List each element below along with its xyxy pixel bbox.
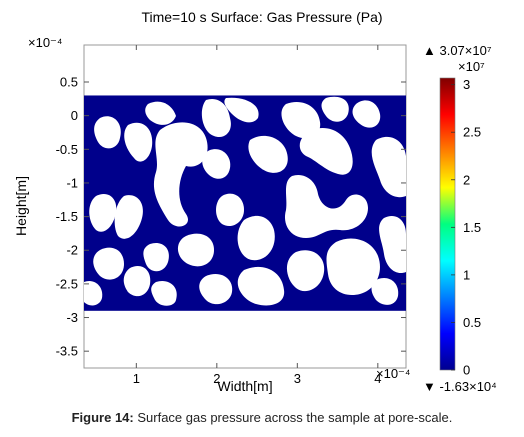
caption-label: Figure 14:	[71, 410, 134, 425]
pore	[321, 96, 349, 122]
pore	[299, 128, 353, 175]
pore	[352, 100, 381, 128]
pore	[143, 242, 169, 272]
x-tick-label: 3	[294, 371, 301, 386]
pore	[145, 101, 176, 125]
colorbar-ticks: 0 0.5 1 1.5 2 2.5 3	[451, 77, 481, 378]
pore	[114, 195, 143, 239]
y-tick-label: 0	[71, 108, 78, 123]
pore	[84, 280, 103, 306]
pore	[371, 136, 406, 198]
x-axis-exponent: ×10⁻⁴	[376, 366, 411, 381]
pore	[284, 174, 368, 238]
colorbar-max-label: ▲ 3.07×10⁷	[423, 43, 492, 58]
colorbar-tick-label: 0.5	[463, 315, 481, 330]
colorbar-tick-label: 1	[463, 267, 470, 282]
pore	[371, 277, 399, 305]
pore	[202, 149, 231, 179]
y-tick-label: -3.5	[56, 344, 78, 359]
pore	[153, 122, 208, 227]
x-axis-ticks: 1 2 3 4	[133, 45, 381, 386]
pore	[123, 265, 151, 297]
pore	[177, 233, 214, 267]
y-tick-label: -1	[66, 175, 78, 190]
pore	[286, 250, 325, 292]
y-axis-label: Height[m]	[13, 176, 29, 236]
pore	[224, 97, 259, 123]
y-tick-label: -0.5	[56, 142, 78, 157]
pore	[216, 193, 244, 227]
colorbar	[439, 77, 456, 371]
pore	[281, 102, 321, 139]
caption-text: Surface gas pressure across the sample a…	[133, 410, 453, 425]
x-tick-label: 1	[133, 371, 140, 386]
colorbar-tick-label: 1.5	[463, 220, 481, 235]
pore	[94, 116, 121, 149]
pore	[93, 247, 124, 280]
y-tick-label: -2.5	[56, 276, 78, 291]
colorbar-tick-label: 0	[463, 363, 470, 378]
pore	[124, 122, 153, 162]
y-axis-exponent: ×10⁻⁴	[28, 35, 63, 50]
colorbar-min-label: ▼ -1.63×10⁴	[423, 379, 497, 394]
colorbar-multiplier: ×10⁷	[458, 59, 485, 74]
pore	[201, 98, 231, 138]
pore-space	[84, 96, 406, 306]
y-tick-label: -3	[66, 310, 78, 325]
x-tick-label: 4	[374, 371, 381, 386]
pore	[89, 193, 117, 232]
x-tick-label: 2	[213, 371, 220, 386]
porous-domain	[84, 95, 406, 311]
chart-title: Time=10 s Surface: Gas Pressure (Pa)	[141, 9, 382, 25]
y-axis-ticks: 0.5 0 -0.5 -1 -1.5 -2 -2.5 -3 -3.5	[56, 75, 406, 359]
pore	[379, 215, 406, 274]
figure-caption: Figure 14: Surface gas pressure across t…	[0, 410, 524, 425]
pore	[199, 273, 233, 305]
pore	[248, 135, 288, 173]
colorbar-tick-label: 2.5	[463, 125, 481, 140]
pore	[326, 238, 380, 296]
pore	[237, 266, 285, 306]
colorbar-tick-label: 3	[463, 77, 470, 92]
y-tick-label: -2	[66, 243, 78, 258]
x-axis-label: Width[m]	[217, 378, 272, 394]
y-tick-label: 0.5	[60, 75, 78, 90]
colorbar-tick-label: 2	[463, 172, 470, 187]
y-tick-label: -1.5	[56, 209, 78, 224]
pore	[237, 215, 275, 261]
pore	[151, 280, 177, 306]
